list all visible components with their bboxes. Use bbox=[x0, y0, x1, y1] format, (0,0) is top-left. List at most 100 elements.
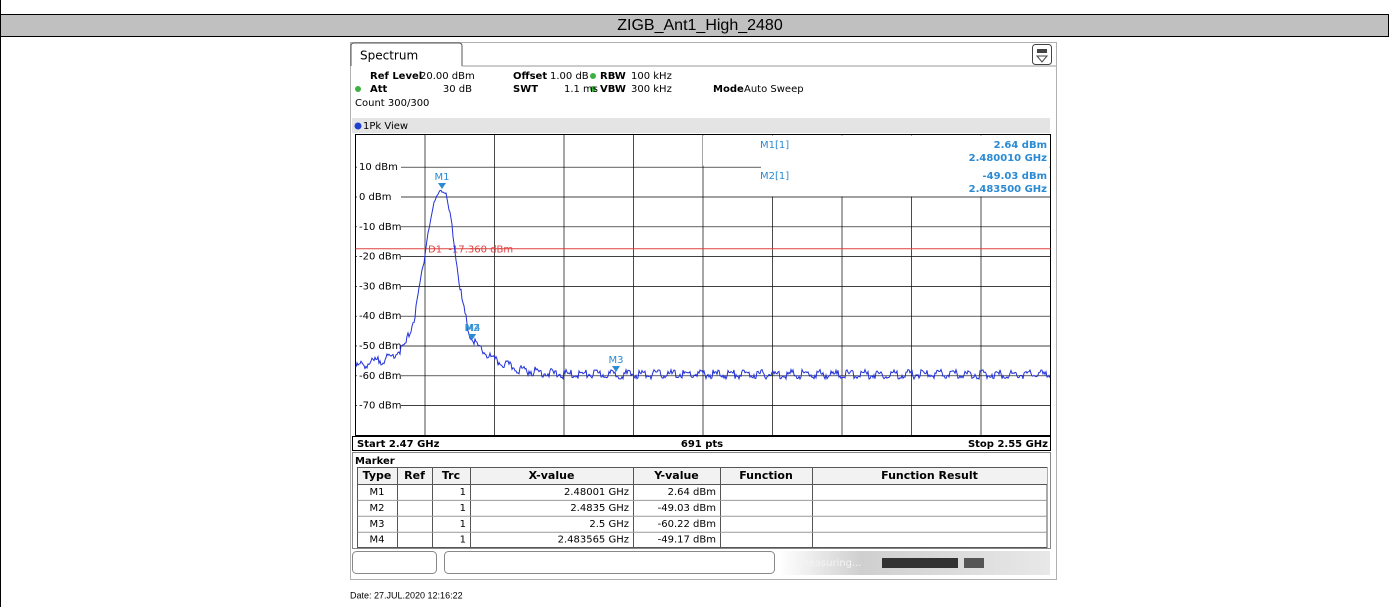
setting-value: 1.00 dB bbox=[550, 71, 589, 82]
marker-info-level: 2.64 dBm bbox=[994, 140, 1047, 151]
marker-info-freq: 2.483500 GHz bbox=[969, 184, 1048, 195]
y-axis-label: 0 dBm bbox=[359, 192, 392, 203]
setting-label: Ref Level bbox=[370, 71, 422, 82]
marker-label: M4 bbox=[466, 323, 481, 334]
table-header: Function Result bbox=[881, 469, 978, 482]
y-axis-label: -40 dBm bbox=[359, 311, 401, 322]
label-bg bbox=[357, 191, 401, 203]
count: Count 300/300 bbox=[355, 98, 429, 109]
table-header: Y-value bbox=[653, 469, 699, 482]
setting-label: Offset bbox=[513, 71, 547, 82]
table-cell: M4 bbox=[370, 535, 385, 546]
table-cell: 2.64 dBm bbox=[668, 487, 716, 498]
marker-label: M1 bbox=[435, 172, 450, 183]
table-cell: 1 bbox=[460, 519, 466, 530]
view-bar bbox=[352, 118, 1050, 133]
label-bg bbox=[357, 399, 401, 412]
table-cell: M1 bbox=[370, 487, 385, 498]
table-cell: 2.5 GHz bbox=[589, 519, 629, 530]
menu-icon-arrow bbox=[1035, 55, 1049, 63]
table-cell: -60.22 dBm bbox=[658, 519, 716, 530]
header-title: ZIGB_Ant1_High_2480 bbox=[617, 17, 783, 34]
progress-bar bbox=[882, 558, 958, 568]
label-bg bbox=[357, 161, 401, 174]
marker-info-bg bbox=[703, 135, 763, 166]
y-axis-label: -30 dBm bbox=[359, 281, 401, 292]
marker-info-freq: 2.480010 GHz bbox=[969, 153, 1048, 164]
marker-triangle bbox=[468, 334, 476, 340]
marker-info-bg bbox=[761, 135, 1050, 197]
table-cell: -49.03 dBm bbox=[658, 503, 716, 514]
trace bbox=[355, 189, 1051, 381]
marker-info-level: -49.03 dBm bbox=[983, 171, 1047, 182]
start-label: Start 2.47 GHz bbox=[357, 439, 440, 450]
y-axis-label: -70 dBm bbox=[359, 401, 401, 412]
status-box bbox=[444, 551, 775, 574]
table-cell: 1 bbox=[460, 535, 466, 546]
y-axis-label: -50 dBm bbox=[359, 341, 401, 352]
setting-value: 1.1 ms bbox=[564, 84, 598, 95]
marker-triangle bbox=[438, 183, 446, 189]
setting-value: 30 dB bbox=[443, 84, 472, 95]
y-axis-label: 10 dBm bbox=[359, 162, 398, 173]
marker-table: Type Ref Trc X-value Y-value Function Function… bbox=[357, 467, 1048, 548]
setting-value: 300 kHz bbox=[631, 84, 672, 95]
view-dot bbox=[354, 122, 362, 130]
table-cell: M3 bbox=[370, 519, 385, 530]
table-header: X-value bbox=[529, 469, 575, 482]
tab bbox=[350, 42, 463, 66]
setting-value: 100 kHz bbox=[631, 71, 672, 82]
plot: 10 dBm 0 dBm -10 dBm -20 dBm -30 dBm -40 dBm -… bbox=[355, 134, 1051, 436]
tab-label: Spectrum bbox=[360, 49, 418, 63]
progress-icon bbox=[964, 558, 984, 568]
footer-bar bbox=[352, 436, 1051, 451]
marker-label: M3 bbox=[609, 355, 624, 366]
status-dot bbox=[590, 86, 596, 92]
table-cell: 2.483565 GHz bbox=[558, 535, 629, 546]
status-box bbox=[352, 551, 437, 574]
status-dot bbox=[590, 73, 596, 79]
label-bg bbox=[357, 340, 401, 352]
setting-value: 20.00 dBm bbox=[420, 71, 475, 82]
date: Date: 27.JUL.2020 12:16:22 bbox=[350, 590, 463, 600]
label-bg bbox=[357, 250, 401, 263]
table-header: Ref bbox=[404, 469, 425, 482]
menu-icon-bar bbox=[1037, 49, 1047, 53]
setting-label: VBW bbox=[600, 84, 626, 95]
label-bg bbox=[357, 310, 401, 323]
table-cell: 2.4835 GHz bbox=[570, 503, 629, 514]
points-label: 691 pts bbox=[681, 439, 723, 450]
marker-info-name: M2[1] bbox=[760, 171, 789, 182]
setting-label: Mode bbox=[713, 84, 744, 95]
table-header-bg bbox=[358, 468, 1047, 484]
marker-triangle bbox=[612, 366, 620, 372]
table-cell: -49.17 dBm bbox=[658, 535, 716, 546]
marker-info-name: M1[1] bbox=[760, 140, 789, 151]
view-label: 1Pk View bbox=[363, 121, 408, 132]
marker-label: M2 bbox=[465, 323, 480, 334]
y-axis-label: -20 dBm bbox=[359, 252, 401, 263]
table-cell: 1 bbox=[460, 503, 466, 514]
setting-label: RBW bbox=[600, 71, 626, 82]
marker-panel-title: Marker bbox=[355, 456, 395, 467]
y-axis-label: -60 dBm bbox=[359, 371, 401, 382]
status-dot bbox=[355, 86, 361, 92]
setting-label: SWT bbox=[513, 84, 538, 95]
table-cell: M2 bbox=[370, 503, 385, 514]
table-header: Trc bbox=[442, 469, 460, 482]
setting-value: Auto Sweep bbox=[744, 84, 804, 95]
stop-label: Stop 2.55 GHz bbox=[968, 439, 1048, 450]
label-bg bbox=[357, 280, 401, 293]
label-bg bbox=[357, 369, 401, 382]
status-text: Measuring... bbox=[800, 558, 862, 569]
table-cell: 1 bbox=[460, 487, 466, 498]
label-bg bbox=[357, 220, 401, 233]
table-header: Function bbox=[739, 469, 793, 482]
display-line-label: D1 -17.360 dBm bbox=[428, 245, 513, 256]
y-axis-label: -10 dBm bbox=[359, 222, 401, 233]
setting-label: Att bbox=[370, 84, 388, 95]
table-header: Type bbox=[363, 469, 392, 482]
table-cell: 2.48001 GHz bbox=[564, 487, 629, 498]
